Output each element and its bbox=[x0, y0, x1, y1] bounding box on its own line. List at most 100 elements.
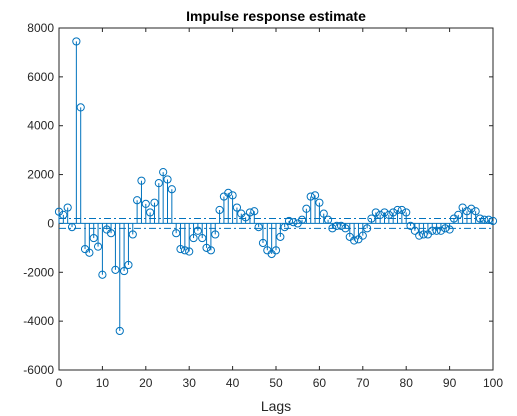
stem-marker bbox=[441, 224, 450, 233]
y-tick-label: -6000 bbox=[23, 363, 54, 377]
y-tick-label: 0 bbox=[47, 216, 54, 230]
stem-marker bbox=[319, 209, 328, 218]
stem-marker bbox=[289, 218, 298, 227]
y-tick-label: 2000 bbox=[27, 168, 54, 182]
stem-marker bbox=[384, 210, 393, 219]
stem-marker bbox=[475, 214, 485, 223]
stem-marker bbox=[185, 247, 194, 256]
x-tick-label: 80 bbox=[400, 376, 414, 390]
stem-marker bbox=[224, 188, 233, 197]
stem-marker bbox=[85, 248, 94, 257]
stem-marker bbox=[484, 215, 493, 224]
stem-marker bbox=[159, 168, 168, 177]
stem-marker bbox=[115, 326, 124, 336]
stem-marker bbox=[402, 208, 411, 217]
stem-marker bbox=[280, 222, 289, 232]
y-tick-label: 6000 bbox=[27, 70, 54, 84]
stem-marker bbox=[93, 242, 103, 251]
stem-marker bbox=[380, 208, 389, 217]
stem-marker bbox=[232, 203, 242, 212]
x-tick-label: 50 bbox=[269, 376, 283, 390]
stem-marker bbox=[389, 208, 398, 217]
stem-marker bbox=[228, 191, 237, 200]
stem-marker bbox=[211, 230, 220, 239]
stem-marker bbox=[488, 216, 498, 226]
stem-marker bbox=[436, 226, 446, 235]
stem-marker bbox=[172, 229, 181, 238]
stem-marker bbox=[98, 270, 107, 279]
x-axis-label: Lags bbox=[261, 398, 291, 414]
stem-marker bbox=[315, 198, 324, 207]
stem-marker bbox=[133, 196, 142, 205]
stem-marker bbox=[428, 226, 437, 235]
stem-marker bbox=[467, 204, 476, 213]
stem-marker bbox=[202, 243, 211, 252]
stem-marker bbox=[176, 244, 185, 254]
stem-marker bbox=[250, 207, 259, 216]
stem-marker bbox=[337, 221, 346, 230]
stem-marker bbox=[415, 231, 424, 240]
stem-marker bbox=[310, 191, 320, 200]
stem-marker bbox=[198, 233, 207, 243]
stem-marker bbox=[358, 231, 367, 240]
y-tick-label: 8000 bbox=[27, 21, 54, 35]
stem-marker bbox=[245, 208, 255, 217]
stem-marker bbox=[72, 37, 81, 46]
stem-marker bbox=[180, 246, 189, 255]
stem-marker bbox=[189, 233, 198, 243]
stem-marker bbox=[67, 222, 77, 232]
stem-marker bbox=[150, 198, 159, 207]
stem-marker bbox=[376, 210, 385, 219]
stem-marker bbox=[63, 203, 72, 212]
y-tick-label: -4000 bbox=[23, 314, 54, 328]
stem-marker bbox=[323, 215, 333, 224]
stem-marker bbox=[371, 208, 380, 217]
x-tick-label: 20 bbox=[139, 376, 153, 390]
stem-marker bbox=[397, 205, 406, 215]
x-tick-label: 100 bbox=[483, 376, 503, 390]
stem-marker bbox=[106, 229, 116, 238]
x-tick-label: 90 bbox=[443, 376, 457, 390]
stem-marker bbox=[480, 215, 489, 224]
stem-marker bbox=[471, 207, 480, 216]
stem-marker bbox=[128, 230, 137, 239]
stem-marker bbox=[367, 214, 376, 223]
stem-marker bbox=[410, 226, 419, 235]
stem-marker bbox=[167, 185, 176, 194]
stem-marker bbox=[332, 221, 341, 230]
stem-marker bbox=[341, 224, 350, 233]
stem-marker bbox=[141, 199, 150, 208]
stem-marker bbox=[124, 260, 133, 270]
stem-marker bbox=[284, 216, 294, 226]
y-tick-label: -2000 bbox=[23, 265, 54, 279]
stem-marker bbox=[350, 236, 359, 245]
stem-marker bbox=[154, 179, 163, 188]
stem-marker bbox=[306, 192, 315, 201]
stem-marker bbox=[432, 226, 441, 235]
stem-marker bbox=[111, 265, 120, 274]
x-tick-label: 60 bbox=[313, 376, 327, 390]
stem-marker bbox=[276, 232, 285, 241]
stem-marker bbox=[363, 224, 372, 233]
stem-marker bbox=[76, 103, 85, 112]
stem-marker bbox=[258, 238, 268, 248]
stem-marker bbox=[302, 204, 311, 213]
stem-marker bbox=[445, 225, 454, 234]
stem-marker bbox=[89, 233, 98, 243]
stem-marker bbox=[454, 210, 463, 219]
stem-marker bbox=[297, 215, 307, 224]
stem-marker bbox=[328, 224, 337, 233]
x-tick-label: 0 bbox=[56, 376, 63, 390]
stem-marker bbox=[393, 205, 402, 215]
stem-marker bbox=[462, 207, 472, 216]
stem-marker bbox=[406, 221, 415, 230]
x-tick-label: 70 bbox=[356, 376, 370, 390]
stem-marker bbox=[163, 175, 172, 184]
stem-marker bbox=[241, 213, 250, 222]
stem-marker bbox=[271, 246, 281, 255]
x-tick-label: 10 bbox=[96, 376, 110, 390]
stem-marker bbox=[120, 266, 129, 276]
stem-marker bbox=[206, 246, 215, 255]
